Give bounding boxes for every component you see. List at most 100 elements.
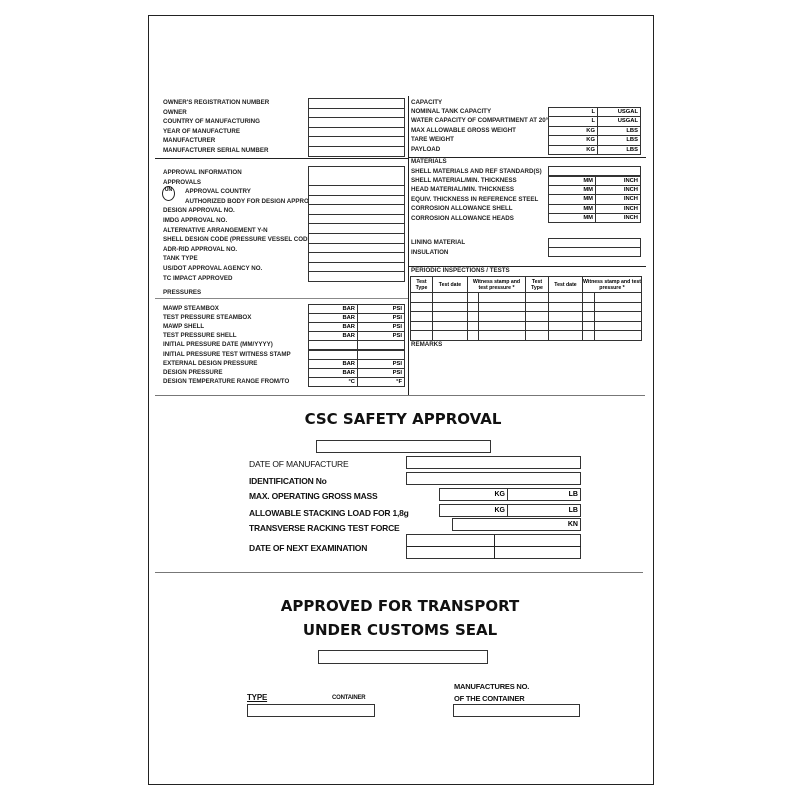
inspection-cell[interactable]: [548, 301, 583, 312]
inspection-cell[interactable]: [525, 330, 549, 341]
inspection-cell[interactable]: [582, 330, 595, 341]
materials-title: MATERIALS: [411, 158, 447, 165]
unit-label: KG: [549, 145, 598, 154]
input-field[interactable]: [308, 271, 405, 282]
pressures-title: PRESSURES: [163, 289, 202, 296]
header-test-date: Test date: [432, 276, 468, 293]
inspections-table: Test Type Test date Witness stamp and te…: [410, 276, 642, 341]
inspection-cell[interactable]: [467, 301, 479, 312]
identification-label: IDENTIFICATION No: [249, 476, 327, 486]
unit-label: BAR: [309, 305, 358, 314]
inspection-cell[interactable]: [548, 320, 583, 331]
inspection-row: [410, 330, 642, 341]
input-field[interactable]: [308, 166, 405, 186]
inspection-cell[interactable]: [432, 330, 468, 341]
inspection-cell[interactable]: [467, 320, 479, 331]
unit-label: PSI: [392, 315, 402, 322]
header-witness: Witness stamp and test pressure *: [582, 276, 642, 293]
container-label: CONTAINER: [332, 695, 366, 701]
next-exam-field[interactable]: [406, 534, 581, 559]
inspection-cell[interactable]: [525, 311, 549, 322]
inspection-cell[interactable]: [594, 292, 642, 303]
input-field[interactable]: °C °F: [308, 376, 405, 387]
inspection-cell[interactable]: [478, 311, 526, 322]
racking-field[interactable]: KN: [452, 518, 581, 531]
inspection-cell[interactable]: [478, 320, 526, 331]
field-label: MAWP SHELL: [163, 323, 205, 331]
inspection-cell[interactable]: [410, 301, 433, 312]
inspection-cell[interactable]: [594, 320, 642, 331]
unit-label: MM: [549, 185, 596, 195]
field-label: ALTERNATIVE ARRANGEMENT Y-N: [163, 226, 268, 234]
field-label: MAWP STEAMBOX: [163, 305, 219, 312]
inspection-cell[interactable]: [432, 311, 468, 322]
inspection-cell[interactable]: [410, 330, 433, 341]
input-field[interactable]: [548, 247, 641, 257]
input-field[interactable]: MM INCH: [548, 213, 641, 224]
inspection-cell[interactable]: [478, 330, 526, 341]
inspection-cell[interactable]: [432, 301, 468, 312]
field-label: IMDG APPROVAL NO.: [163, 217, 228, 224]
unit-label: [309, 341, 358, 350]
field-label: TANK TYPE: [163, 255, 198, 263]
inspection-cell[interactable]: [582, 301, 595, 312]
max-gross-label: MAX. OPERATING GROSS MASS: [249, 491, 378, 501]
inspection-cell[interactable]: [467, 330, 479, 341]
field-label: CORROSION ALLOWANCE HEADS: [411, 214, 514, 222]
inspection-cell[interactable]: [432, 292, 468, 303]
inspection-cell[interactable]: [548, 311, 583, 322]
customs-title-1: APPROVED FOR TRANSPORT: [280, 597, 520, 615]
field-label: PAYLOAD: [411, 145, 441, 153]
max-gross-field[interactable]: KG LB: [439, 488, 581, 501]
inspection-row: [410, 320, 642, 331]
customs-approval-field[interactable]: [318, 650, 488, 664]
input-field[interactable]: KG LBS: [548, 144, 641, 155]
inspection-cell[interactable]: [467, 311, 479, 322]
inspection-cell[interactable]: [548, 292, 583, 303]
inspection-cell[interactable]: [594, 311, 642, 322]
divider: [155, 395, 645, 396]
input-field[interactable]: [308, 146, 405, 157]
inspection-cell[interactable]: [594, 330, 642, 341]
inspection-cell[interactable]: [478, 292, 526, 303]
remarks-label: REMARKS: [411, 341, 443, 348]
csc-plate-number-field[interactable]: [316, 440, 491, 453]
field-label: ADR-RID APPROVAL NO.: [163, 245, 238, 253]
inspection-cell[interactable]: [582, 292, 595, 303]
field-label: DESIGN PRESSURE: [163, 368, 223, 376]
field-label: OWNER: [163, 108, 187, 116]
inspection-row: [410, 311, 642, 322]
identification-field[interactable]: [406, 472, 581, 485]
inspection-cell[interactable]: [410, 311, 433, 322]
field-label: INITIAL PRESSURE DATE (MM/YYYY): [163, 341, 273, 349]
unit-label: KG: [549, 136, 598, 145]
unit-label: LBS: [626, 127, 638, 134]
unit-label: [358, 351, 404, 359]
type-field[interactable]: [247, 704, 375, 717]
capacity-title: CAPACITY: [411, 99, 443, 106]
un-logo: UN: [162, 186, 175, 201]
inspection-cell[interactable]: [594, 301, 642, 312]
inspection-cell[interactable]: [478, 301, 526, 312]
inspection-cell[interactable]: [525, 320, 549, 331]
inspection-cell[interactable]: [410, 292, 433, 303]
unit-label: KG: [549, 126, 598, 136]
inspection-cell[interactable]: [432, 320, 468, 331]
unit-label: INCH: [623, 186, 638, 193]
field-label: EXTERNAL DESIGN PRESSURE: [163, 359, 258, 367]
inspection-cell[interactable]: [410, 320, 433, 331]
inspection-cell[interactable]: [525, 292, 549, 303]
stacking-field[interactable]: KG LB: [439, 504, 581, 517]
unit-label: L: [549, 117, 598, 126]
inspection-row: [410, 292, 642, 303]
inspection-cell[interactable]: [548, 330, 583, 341]
divider: [155, 298, 408, 299]
divider: [408, 157, 646, 158]
inspection-cell[interactable]: [582, 320, 595, 331]
manufacturer-number-field[interactable]: [453, 704, 580, 717]
unit-label: LBS: [626, 146, 638, 153]
inspection-cell[interactable]: [582, 311, 595, 322]
inspection-cell[interactable]: [467, 292, 479, 303]
date-of-manufacture-field[interactable]: [406, 456, 581, 469]
inspection-cell[interactable]: [525, 301, 549, 312]
